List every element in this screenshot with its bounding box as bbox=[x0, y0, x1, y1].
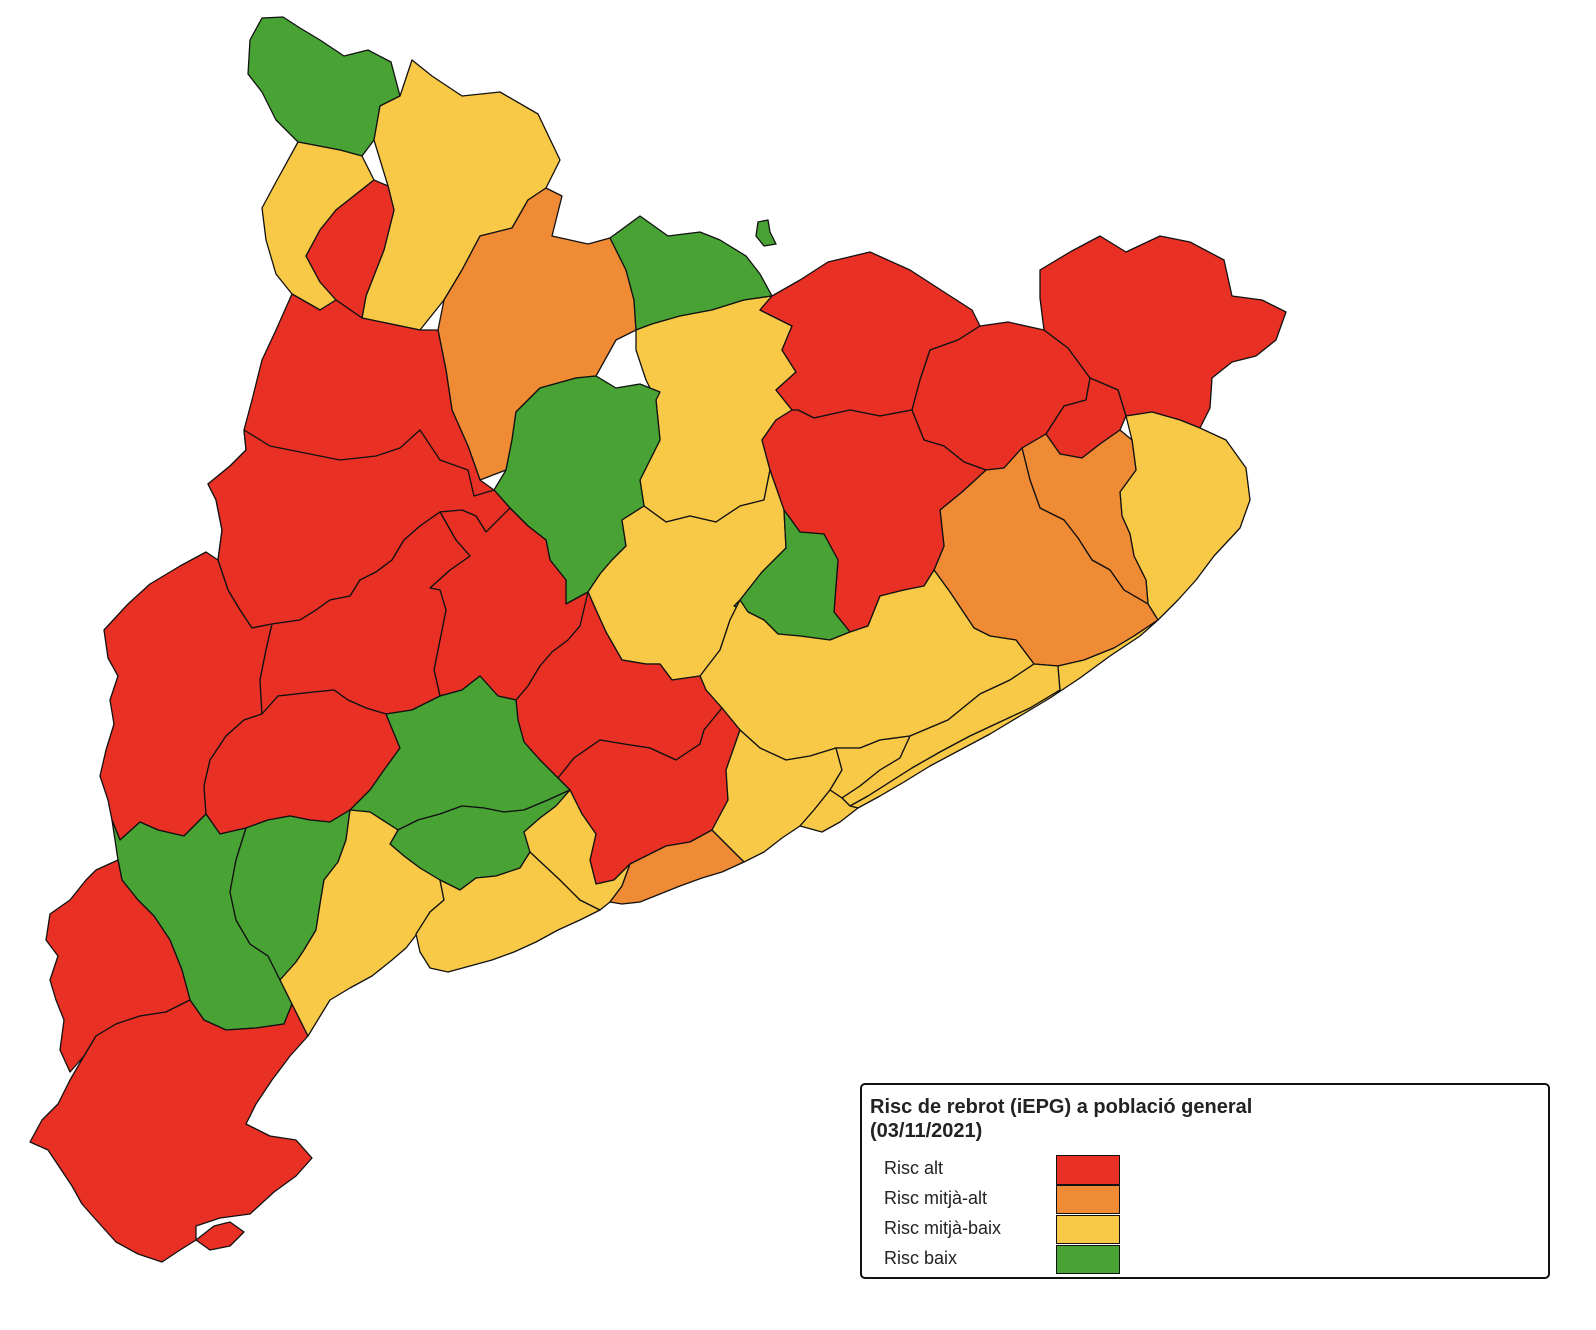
region-baix-ebre-montsia[interactable] bbox=[29, 999, 313, 1263]
legend-swatch bbox=[1056, 1155, 1120, 1185]
region-garraf[interactable] bbox=[609, 829, 745, 905]
legend-item-risc-mitja-baix: Risc mitjà-baix bbox=[870, 1215, 1538, 1245]
legend-item-risc-alt: Risc alt bbox=[870, 1155, 1538, 1185]
legend-label: Risc alt bbox=[884, 1158, 944, 1178]
legend-title-line-1: Risc de rebrot (iEPG) a població general bbox=[870, 1096, 1253, 1118]
legend-swatch bbox=[1056, 1245, 1120, 1274]
region-baix-penedes[interactable] bbox=[523, 789, 631, 911]
legend-items: Risc alt Risc mitjà-alt Risc mitjà-baix … bbox=[870, 1155, 1538, 1275]
region-cerdanya-islet bbox=[755, 219, 777, 247]
region-tarragones[interactable] bbox=[415, 851, 601, 973]
legend-item-risc-baix: Risc baix bbox=[870, 1245, 1538, 1275]
legend-swatch bbox=[1056, 1215, 1120, 1244]
legend-title-line-2: (03/11/2021) bbox=[870, 1120, 983, 1142]
region-maresme[interactable] bbox=[849, 619, 1159, 809]
legend-label: Risc baix bbox=[884, 1248, 958, 1268]
legend-label: Risc mitjà-alt bbox=[884, 1188, 988, 1208]
legend-label: Risc mitjà-baix bbox=[884, 1218, 1002, 1238]
legend-swatch bbox=[1056, 1185, 1120, 1214]
region-barcelones[interactable] bbox=[799, 789, 859, 833]
region-delta-tip bbox=[195, 1221, 245, 1251]
map-legend: Risc de rebrot (iEPG) a població general… bbox=[860, 1083, 1550, 1279]
region-baix-camp[interactable] bbox=[279, 809, 445, 1037]
legend-title: Risc de rebrot (iEPG) a població general… bbox=[870, 1095, 1538, 1143]
legend-item-risc-mitja-alt: Risc mitjà-alt bbox=[870, 1185, 1538, 1215]
